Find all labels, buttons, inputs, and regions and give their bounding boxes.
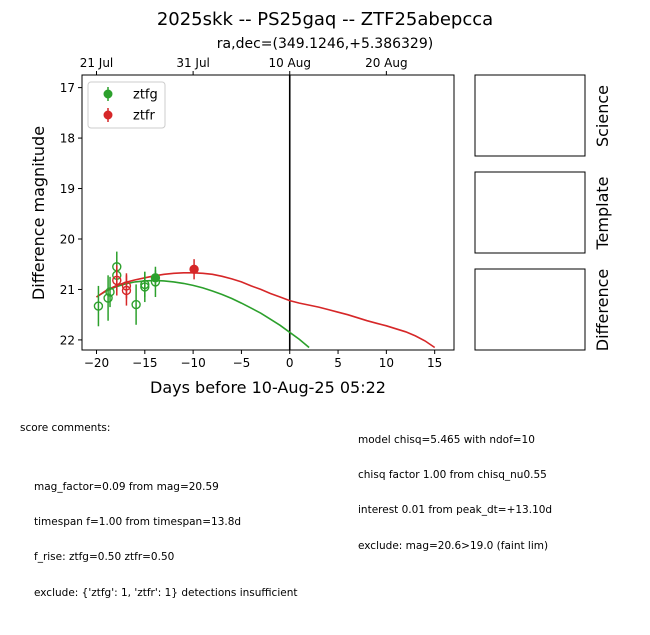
data-point-ztfr bbox=[121, 285, 132, 296]
legend-marker-ztfg bbox=[103, 89, 113, 99]
comment-line: mag_factor=0.09 from mag=20.59 bbox=[34, 480, 219, 493]
top-axis-label: 20 Aug bbox=[365, 56, 408, 70]
legend-label-ztfg: ztfg bbox=[133, 88, 158, 103]
x-axis-label: Days before 10-Aug-25 05:22 bbox=[150, 378, 386, 397]
y-tick-label: 19 bbox=[60, 182, 75, 196]
data-point-ztfr bbox=[112, 275, 122, 286]
science-label: Science bbox=[593, 85, 612, 147]
comment-line: exclude: mag=20.6>19.0 (faint lim) bbox=[358, 539, 549, 552]
figure: 2025skk -- PS25gaq -- ZTF25abepcca ra,de… bbox=[29, 9, 612, 397]
y-axis-label: Difference magnitude bbox=[29, 126, 48, 300]
comment-line: exclude: {'ztfg': 1, 'ztfr': 1} detectio… bbox=[34, 586, 298, 599]
y-tick-label: 21 bbox=[60, 283, 75, 297]
comment-line: interest 0.01 from peak_dt=+13.10d bbox=[358, 504, 553, 517]
light-curve-plot: −20 −15 −10 −5 0 5 10 15 17 18 19 20 21 22 21 Jul 31 Ju… bbox=[60, 56, 455, 370]
score-comments: score comments: mag_factor=0.09 from mag… bbox=[20, 399, 297, 635]
top-axis-label: 10 Aug bbox=[268, 56, 311, 70]
chart-subtitle: ra,dec=(349.1246,+5.386329) bbox=[217, 36, 433, 52]
y-tick-label: 17 bbox=[60, 81, 75, 95]
x-tick-label: −10 bbox=[180, 356, 205, 370]
y-tick-label: 20 bbox=[60, 232, 75, 246]
x-tick-label: −20 bbox=[84, 356, 109, 370]
data-point-ztfg bbox=[131, 299, 141, 310]
legend-marker-ztfr bbox=[103, 110, 113, 120]
data-point-ztfg bbox=[93, 301, 104, 311]
x-tick-label: 10 bbox=[379, 356, 394, 370]
y-tick-label: 18 bbox=[60, 132, 75, 146]
y-tick-label: 22 bbox=[60, 333, 75, 347]
template-panel bbox=[474, 171, 586, 254]
science-panel bbox=[474, 74, 586, 157]
x-tick-label: 15 bbox=[427, 356, 442, 370]
comment-line: chisq factor 1.00 from chisq_nu0.55 bbox=[358, 468, 547, 481]
comment-line: f_rise: ztfg=0.50 ztfr=0.50 bbox=[34, 551, 175, 564]
x-tick-label: −15 bbox=[132, 356, 157, 370]
data-point-ztfg bbox=[105, 287, 115, 297]
data-point-ztfg bbox=[140, 279, 150, 290]
top-axis-label: 21 Jul bbox=[80, 56, 114, 70]
difference-label: Difference bbox=[593, 269, 612, 351]
template-label: Template bbox=[593, 176, 612, 250]
score-comments-header: score comments: bbox=[20, 421, 111, 434]
top-axis-label: 31 Jul bbox=[176, 56, 210, 70]
legend-label-ztfr: ztfr bbox=[133, 109, 155, 124]
chart-title: 2025skk -- PS25gaq -- ZTF25abepcca bbox=[157, 9, 493, 30]
comment-line: timespan f=1.00 from timespan=13.8d bbox=[34, 515, 242, 528]
model-comments: model chisq=5.465 with ndof=10 chisq fac… bbox=[358, 411, 552, 564]
difference-panel bbox=[474, 268, 586, 351]
x-tick-label: 0 bbox=[286, 356, 294, 370]
x-tick-label: −5 bbox=[233, 356, 251, 370]
model-curve-ztfg bbox=[96, 279, 310, 349]
comment-line: model chisq=5.465 with ndof=10 bbox=[358, 433, 535, 446]
data-point-ztfr bbox=[189, 264, 199, 274]
data-point-ztfg bbox=[103, 293, 113, 303]
x-tick-label: 5 bbox=[334, 356, 342, 370]
data-point-ztfg bbox=[150, 273, 161, 283]
